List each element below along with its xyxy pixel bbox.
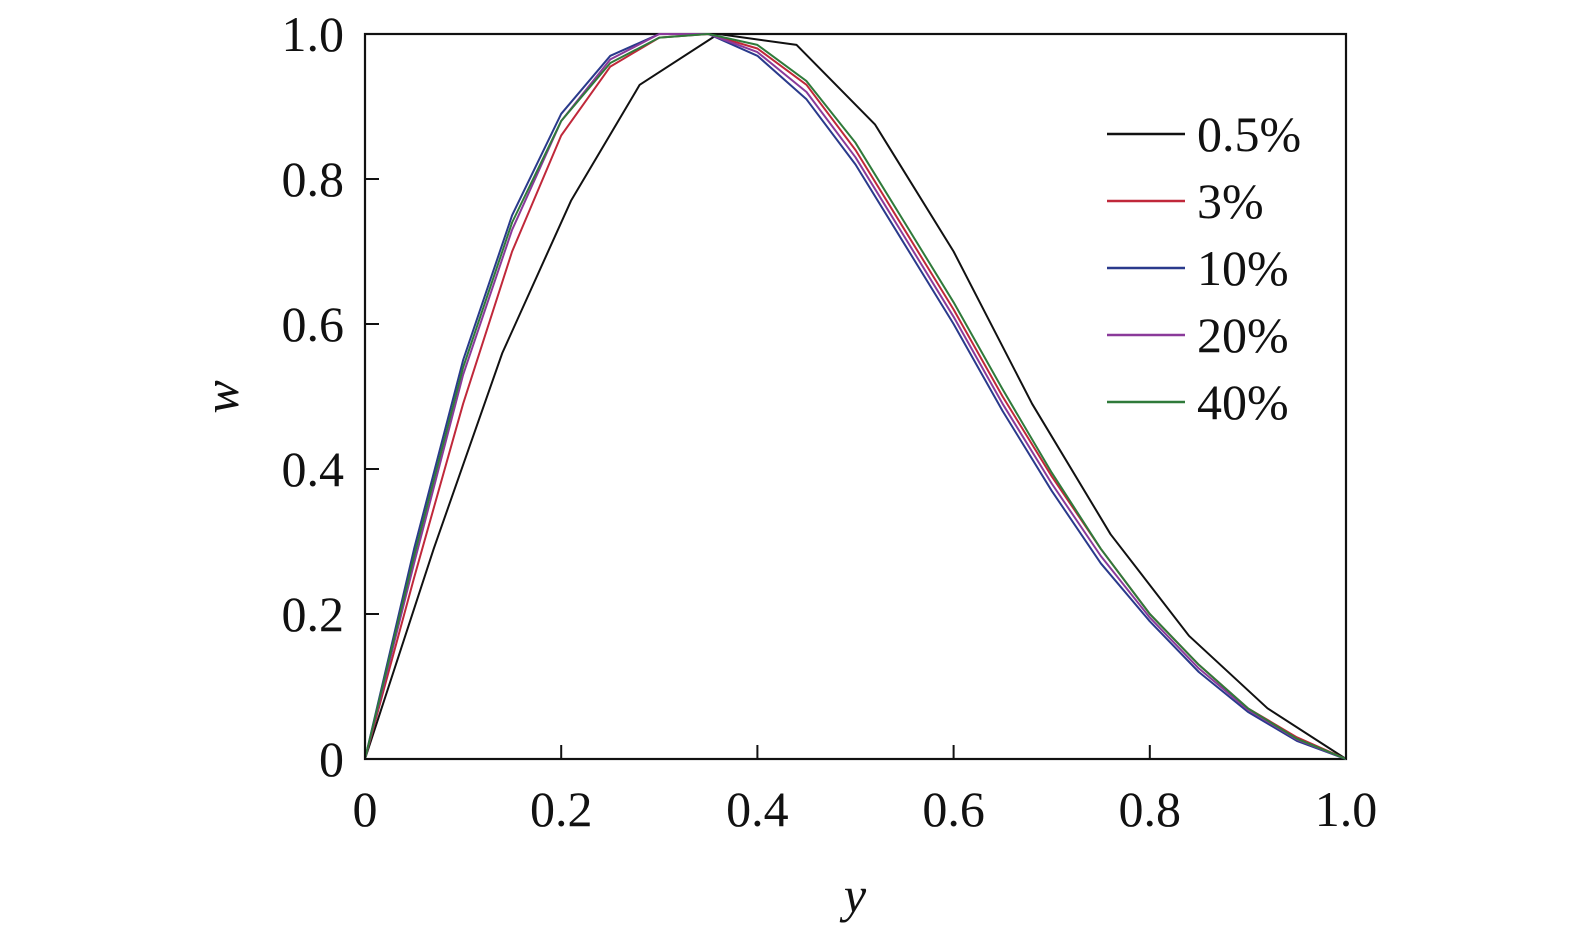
- x-tick-label: 0.4: [726, 781, 789, 837]
- series-line-5: [364, 33, 1347, 760]
- y-tick-label: 1.0: [282, 6, 345, 62]
- series-line-1: [364, 33, 1347, 760]
- series-line-4: [364, 33, 1347, 760]
- legend-label: 20%: [1197, 307, 1289, 363]
- legend-label: 10%: [1197, 240, 1289, 296]
- legend: 0.5% 3% 10% 20% 40%: [1107, 106, 1301, 430]
- y-tick-label: 0: [319, 731, 344, 787]
- x-tick-label: 0.6: [922, 781, 985, 837]
- y-tick-label: 0.4: [282, 441, 345, 497]
- x-tick-label: 0.8: [1119, 781, 1182, 837]
- legend-label: 3%: [1197, 173, 1264, 229]
- x-tick-label: 0: [353, 781, 378, 837]
- x-axis-title: y: [839, 867, 867, 923]
- legend-label: 0.5%: [1197, 106, 1301, 162]
- series-line-3: [364, 33, 1347, 760]
- y-tick-label: 0.6: [282, 296, 345, 352]
- plot-area-frame: [363, 32, 1348, 761]
- x-tick-label: 1.0: [1315, 781, 1378, 837]
- y-tick-label: 0.2: [282, 586, 345, 642]
- y-tick-label: 0.8: [282, 151, 345, 207]
- legend-label: 40%: [1197, 374, 1289, 430]
- y-axis-title: w: [193, 380, 249, 413]
- x-tick-label: 0.2: [530, 781, 593, 837]
